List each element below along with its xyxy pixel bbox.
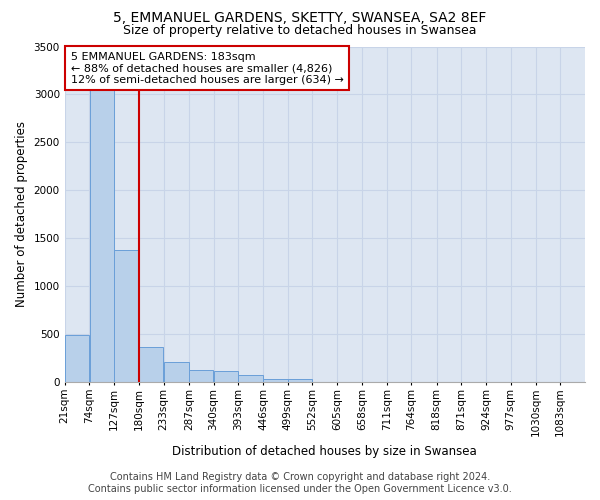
Bar: [139, 346, 163, 382]
Text: Contains HM Land Registry data © Crown copyright and database right 2024.
Contai: Contains HM Land Registry data © Crown c…: [88, 472, 512, 494]
Text: Size of property relative to detached houses in Swansea: Size of property relative to detached ho…: [123, 24, 477, 37]
Bar: [214, 371, 238, 382]
Bar: [164, 362, 188, 382]
Bar: [288, 379, 313, 382]
X-axis label: Distribution of detached houses by size in Swansea: Distribution of detached houses by size …: [172, 444, 477, 458]
Bar: [189, 370, 214, 382]
Bar: [114, 250, 139, 382]
Bar: [238, 375, 263, 382]
Bar: [263, 379, 287, 382]
Bar: [65, 335, 89, 382]
Text: 5 EMMANUEL GARDENS: 183sqm
← 88% of detached houses are smaller (4,826)
12% of s: 5 EMMANUEL GARDENS: 183sqm ← 88% of deta…: [71, 52, 344, 84]
Text: 5, EMMANUEL GARDENS, SKETTY, SWANSEA, SA2 8EF: 5, EMMANUEL GARDENS, SKETTY, SWANSEA, SA…: [113, 11, 487, 25]
Bar: [89, 90, 114, 382]
Y-axis label: Number of detached properties: Number of detached properties: [15, 121, 28, 307]
